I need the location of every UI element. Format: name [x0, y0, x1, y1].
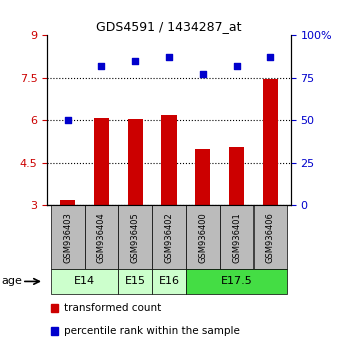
Point [234, 63, 239, 69]
Bar [263, 79, 278, 205]
Point [200, 72, 206, 77]
Bar [162, 115, 177, 205]
Bar [118, 269, 152, 294]
Title: GDS4591 / 1434287_at: GDS4591 / 1434287_at [96, 20, 242, 33]
Text: GSM936404: GSM936404 [97, 212, 106, 263]
Text: age: age [2, 276, 23, 286]
Bar [84, 205, 118, 269]
Text: E14: E14 [74, 276, 95, 286]
Bar [51, 327, 58, 335]
Text: E15: E15 [125, 276, 146, 286]
Point [166, 55, 172, 60]
Bar [186, 205, 220, 269]
Bar [60, 200, 75, 205]
Bar [195, 149, 210, 205]
Text: transformed count: transformed count [64, 303, 162, 313]
Text: GSM936406: GSM936406 [266, 212, 275, 263]
Bar [94, 118, 109, 205]
Text: GSM936401: GSM936401 [232, 212, 241, 263]
Text: GSM936403: GSM936403 [63, 212, 72, 263]
Text: percentile rank within the sample: percentile rank within the sample [64, 326, 240, 336]
Point [99, 63, 104, 69]
Point [268, 55, 273, 60]
Bar [229, 147, 244, 205]
Point [132, 58, 138, 64]
Text: GSM936405: GSM936405 [131, 212, 140, 263]
Text: E16: E16 [159, 276, 179, 286]
Text: GSM936402: GSM936402 [165, 212, 173, 263]
Bar [51, 304, 58, 312]
Bar [254, 205, 287, 269]
Bar [51, 269, 118, 294]
Point [65, 118, 70, 123]
Bar [118, 205, 152, 269]
Bar [128, 119, 143, 205]
Bar [186, 269, 287, 294]
Bar [152, 269, 186, 294]
Bar [152, 205, 186, 269]
Bar [51, 205, 84, 269]
Text: E17.5: E17.5 [221, 276, 252, 286]
Text: GSM936400: GSM936400 [198, 212, 207, 263]
Bar [220, 205, 254, 269]
